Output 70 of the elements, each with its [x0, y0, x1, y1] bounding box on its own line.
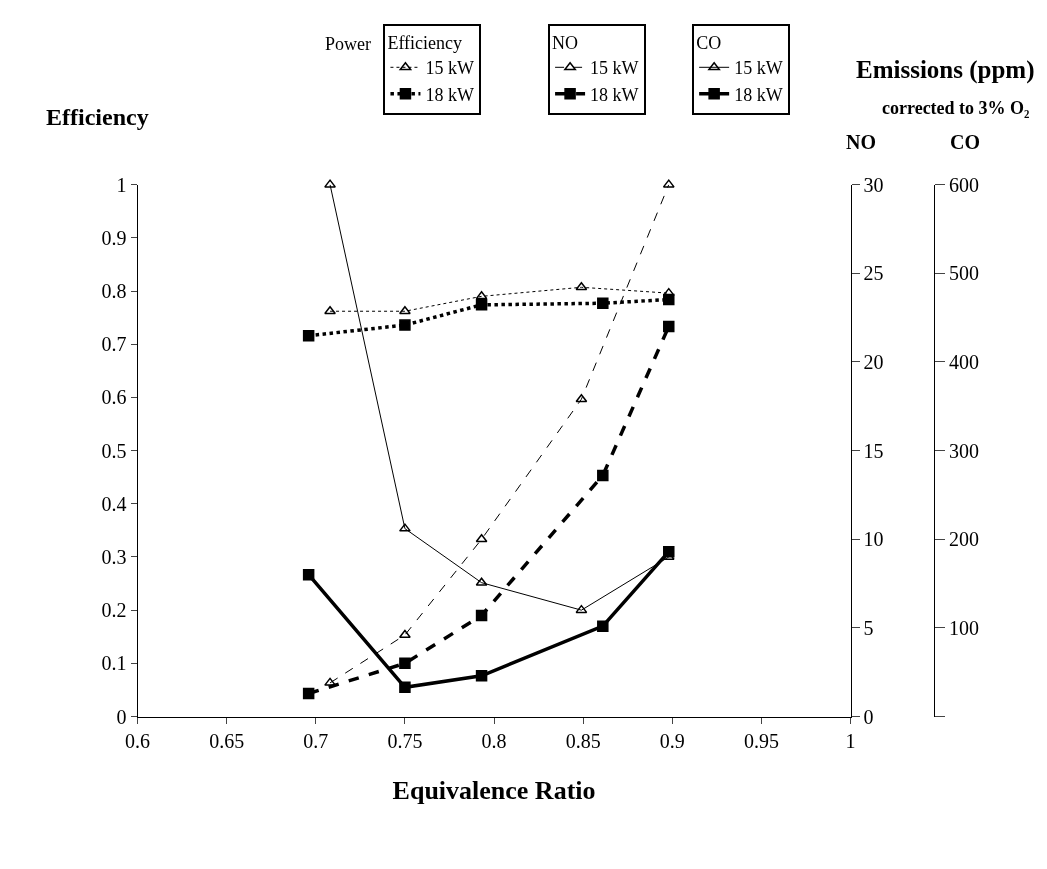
y-tick-label: 0	[116, 705, 127, 728]
point	[399, 657, 411, 670]
point	[302, 329, 315, 342]
text: NO	[552, 33, 579, 54]
y2-tick-label: 0	[863, 705, 874, 728]
y-tick-label: 0.6	[101, 386, 127, 409]
y2-tick-label: 30	[863, 173, 884, 196]
point	[324, 677, 336, 686]
y3-tick-label: 200	[948, 528, 979, 551]
y3-tick-label: 500	[948, 262, 979, 285]
x-axis-title: Equivalence Ratio	[392, 776, 596, 806]
legend-label: 18 kW	[590, 84, 639, 105]
legend-label: 15 kW	[425, 58, 474, 79]
point	[597, 469, 609, 482]
text: corrected to 3% O₂	[882, 98, 1030, 118]
point	[302, 568, 315, 581]
y2-tick-label: 15	[863, 439, 884, 462]
point	[575, 604, 588, 614]
x-tick-label: 0.75	[387, 729, 423, 752]
y-tick-label: 0.9	[101, 226, 127, 249]
y-tick-label: 0.7	[101, 333, 127, 356]
point	[324, 305, 336, 315]
x-tick-label: 0.8	[481, 729, 507, 752]
y2-tick-label: 20	[863, 350, 884, 373]
x-tick-label: 0.7	[303, 729, 329, 752]
y-tick-label: 0.4	[101, 492, 127, 515]
y2-tick-label: 10	[863, 528, 884, 551]
y2-axis-title: NO	[846, 131, 876, 153]
y-tick-label: 0.3	[101, 545, 127, 568]
y3-tick-label: 300	[948, 439, 979, 462]
point	[663, 293, 675, 306]
point	[475, 533, 488, 543]
legend-label: 15 kW	[734, 58, 783, 79]
y-tick-label: 1	[116, 173, 127, 196]
point	[302, 687, 315, 700]
x-tick-label: 1	[845, 729, 856, 752]
y-tick-label: 0.5	[101, 439, 127, 462]
y-axis-title: Efficiency	[46, 104, 149, 130]
point	[575, 393, 588, 403]
point	[324, 179, 336, 188]
legend-label: 18 kW	[734, 84, 783, 105]
y3-tick-label: 100	[948, 616, 979, 639]
legend-title: Power	[325, 34, 371, 54]
point	[398, 305, 411, 315]
point	[399, 319, 411, 331]
point	[475, 299, 488, 311]
point	[597, 297, 609, 309]
point	[597, 620, 609, 632]
text: CO	[696, 33, 722, 54]
point	[399, 681, 411, 694]
x-tick-label: 0.65	[209, 729, 245, 752]
legend-label: 15 kW	[590, 58, 639, 79]
y-tick-label: 0.1	[101, 652, 127, 675]
point	[475, 609, 488, 622]
y3-tick-label: 600	[948, 173, 979, 196]
x-tick-label: 0.95	[743, 729, 779, 752]
y3-axis-title: CO	[950, 131, 980, 153]
y-tick-label: 0.8	[101, 280, 127, 303]
x-tick-label: 0.9	[659, 729, 685, 752]
point	[663, 320, 675, 333]
y2-tick-label: 25	[863, 262, 884, 285]
text: Emissions (ppm)	[856, 56, 1035, 84]
y-tick-label: 0.2	[101, 599, 127, 622]
point	[475, 670, 488, 682]
text: Efficiency	[387, 33, 463, 54]
y2-tick-label: 5	[863, 616, 874, 639]
x-tick-label: 0.85	[565, 729, 601, 752]
point	[663, 545, 675, 558]
y3-tick-label: 400	[948, 350, 979, 373]
legend-label: 18 kW	[425, 84, 474, 105]
